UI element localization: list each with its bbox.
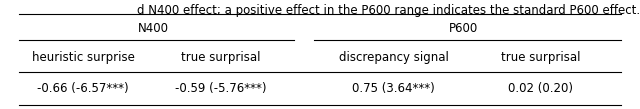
Text: true surprisal: true surprisal [501,51,580,64]
Text: -0.66 (-6.57***): -0.66 (-6.57***) [37,82,129,95]
Text: d N400 effect; a positive effect in the P600 range indicates the standard P600 e: d N400 effect; a positive effect in the … [137,4,640,17]
Text: true surprisal: true surprisal [181,51,260,64]
Text: P600: P600 [449,22,479,35]
Text: heuristic surprise: heuristic surprise [32,51,134,64]
Text: -0.59 (-5.76***): -0.59 (-5.76***) [175,82,266,95]
Text: 0.75 (3.64***): 0.75 (3.64***) [352,82,435,95]
Text: discrepancy signal: discrepancy signal [339,51,449,64]
Text: N400: N400 [138,22,169,35]
Text: 0.02 (0.20): 0.02 (0.20) [508,82,573,95]
